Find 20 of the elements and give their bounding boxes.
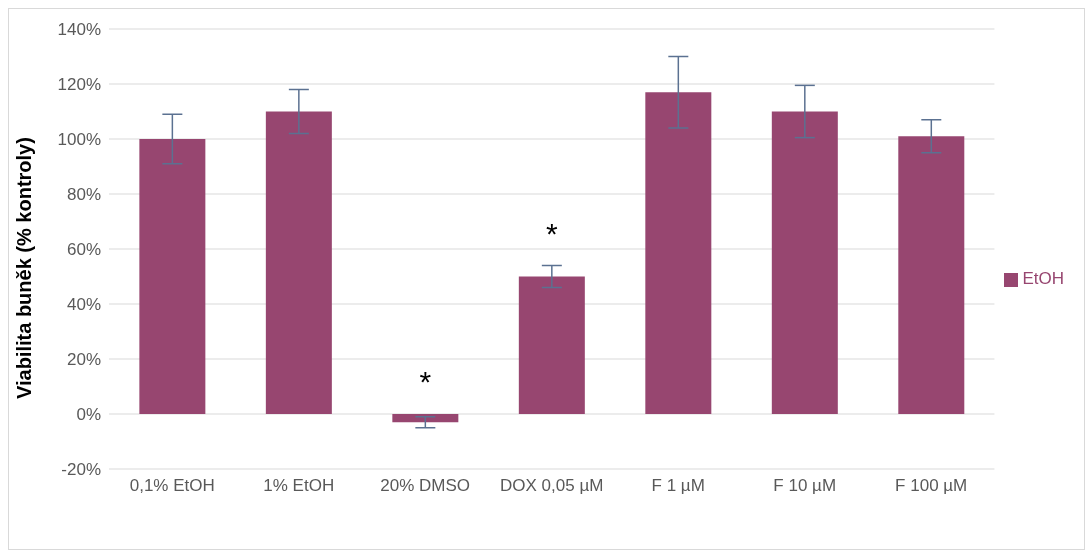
x-tick-label: 1% EtOH: [263, 476, 335, 495]
x-tick-label: 0,1% EtOH: [129, 476, 215, 495]
x-tick-label: DOX 0,05 µM: [500, 476, 604, 495]
x-tick-label: F 10 µM: [773, 476, 837, 495]
y-tick-label: 120%: [57, 75, 101, 95]
y-tick-label: 140%: [57, 20, 101, 40]
x-tick-label: F 1 µM: [651, 476, 705, 495]
y-tick-label: 60%: [66, 240, 101, 260]
y-axis-title: Viabilita buněk (% kontroly): [13, 137, 36, 399]
y-tick-label: 40%: [66, 295, 101, 315]
y-tick-label: 0%: [76, 405, 101, 425]
annotation: *: [545, 216, 558, 250]
legend-label: EtOH: [1022, 269, 1064, 288]
annotation: *: [419, 365, 432, 398]
x-tick-label: 20% DMSO: [380, 476, 471, 495]
y-tick-label: -20%: [61, 460, 101, 480]
y-tick-label: 80%: [66, 185, 101, 205]
y-tick-label: 20%: [66, 350, 101, 370]
x-tick-label: F 100 µM: [895, 476, 968, 495]
y-tick-label: 100%: [57, 130, 101, 150]
